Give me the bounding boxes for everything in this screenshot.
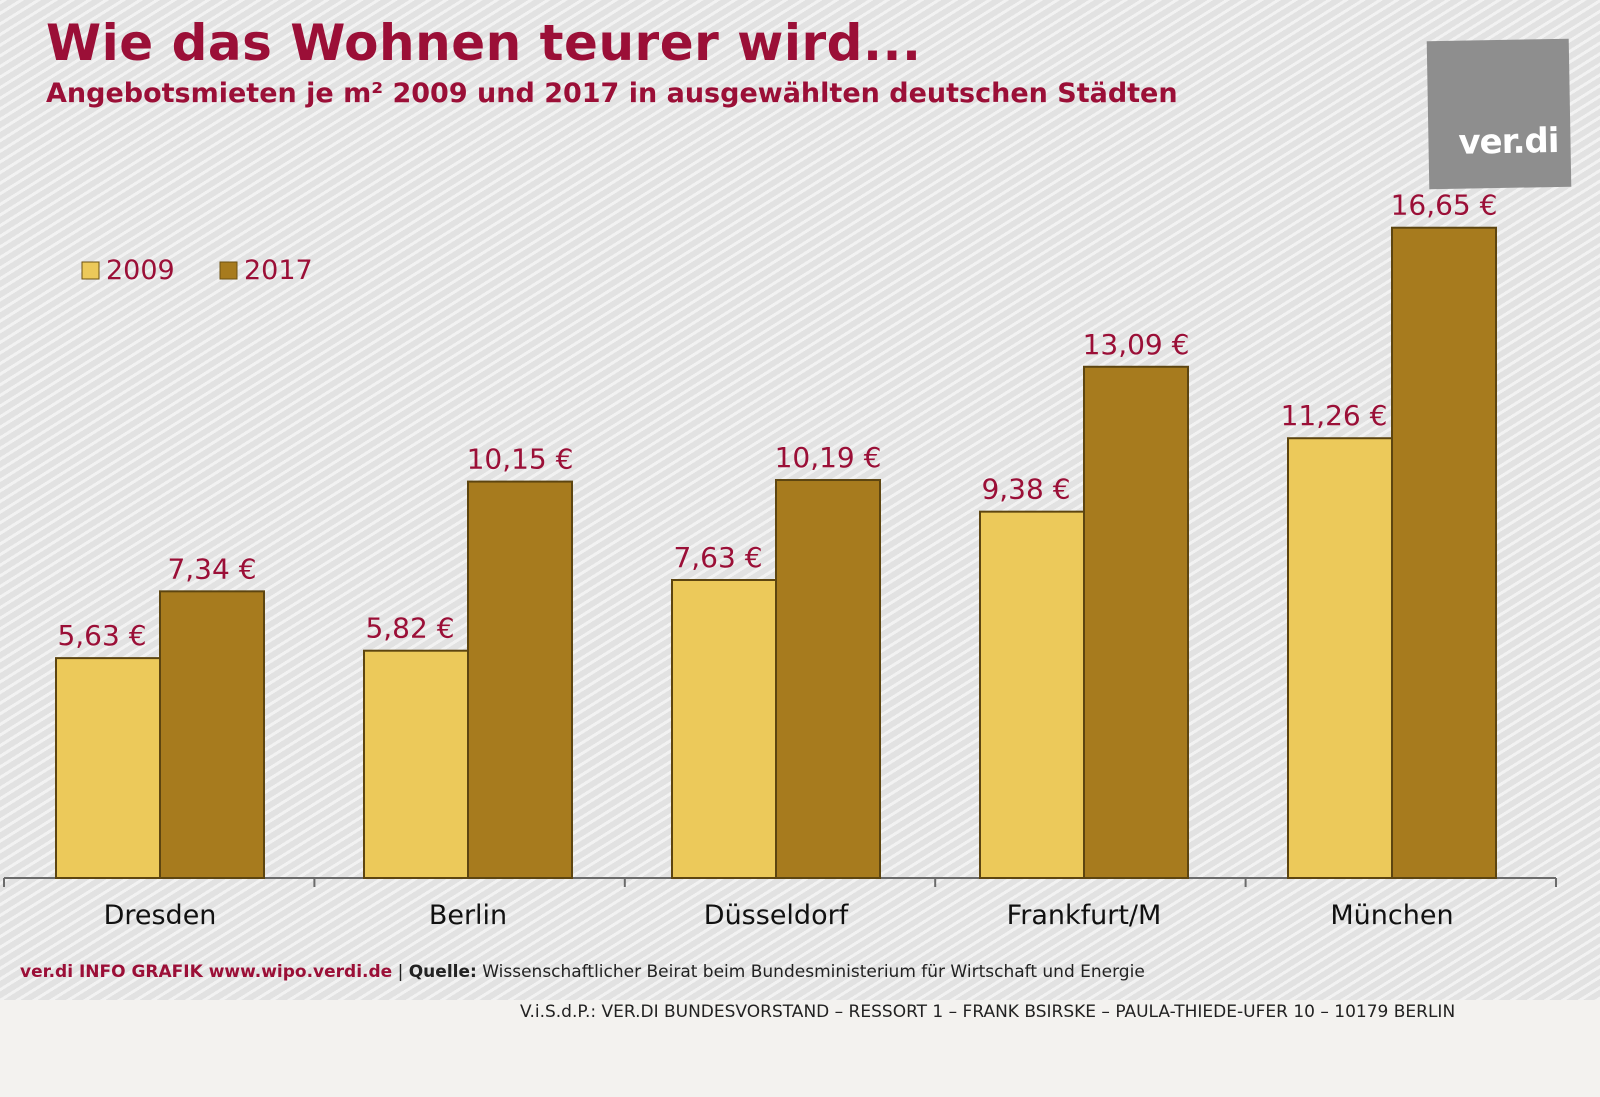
bar-chart: 2009 2017 5,63 € 7,34 € Dresden 5,82 € 10,15 €… (3, 189, 1557, 931)
data-label-münchen-2009: 11,26 € (1281, 399, 1388, 432)
category-label-düsseldorf: Düsseldorf (704, 900, 850, 931)
bar-dresden-2017 (159, 590, 265, 879)
category-label-frankfurt-m: Frankfurt/M (1007, 900, 1162, 931)
category-label-dresden: Dresden (104, 900, 217, 931)
footer-imprint: V.i.S.d.P.: VER.DI BUNDESVORSTAND – RESS… (520, 1002, 1456, 1022)
legend-label-2009: 2009 (106, 255, 175, 286)
legend-label-2017: 2017 (244, 255, 313, 286)
data-label-düsseldorf-2017: 10,19 € (775, 441, 882, 474)
bar-münchen-2017 (1391, 226, 1497, 880)
bar-münchen-2009 (1287, 437, 1393, 879)
chart-title: Wie das Wohnen teurer wird... (46, 14, 922, 72)
footer-source-label: Quelle: (408, 962, 477, 982)
footer-brand: ver.di INFO GRAFIK www.wipo.verdi.de (20, 962, 393, 982)
data-label-berlin-2009: 5,82 € (365, 612, 454, 645)
legend-swatch-2009 (81, 261, 100, 280)
chart-subtitle: Angebotsmieten je m² 2009 und 2017 in au… (46, 78, 1178, 109)
category-label-münchen: München (1330, 900, 1453, 931)
data-label-münchen-2017: 16,65 € (1391, 189, 1498, 222)
bar-düsseldorf-2017 (775, 479, 881, 879)
footer-separator: | (397, 962, 404, 982)
data-label-frankfurt-m-2017: 13,09 € (1083, 328, 1190, 361)
data-label-berlin-2017: 10,15 € (467, 443, 574, 476)
bar-dresden-2009 (55, 657, 161, 880)
footer-credits: ver.di INFO GRAFIK www.wipo.verdi.de | Q… (20, 962, 1145, 982)
bar-düsseldorf-2009 (671, 579, 777, 879)
legend-swatch-2017 (219, 261, 238, 280)
category-label-berlin: Berlin (429, 900, 507, 931)
bar-berlin-2009 (363, 649, 469, 879)
data-label-dresden-2017: 7,34 € (167, 552, 256, 585)
chart-panel: Wie das Wohnen teurer wird... Angebotsmi… (0, 0, 1600, 1000)
data-label-düsseldorf-2009: 7,63 € (673, 541, 762, 574)
data-label-dresden-2009: 5,63 € (57, 619, 146, 652)
data-label-frankfurt-m-2009: 9,38 € (981, 473, 1070, 506)
bar-frankfurt-m-2009 (979, 510, 1085, 879)
bar-frankfurt-m-2017 (1083, 365, 1189, 879)
bar-berlin-2017 (467, 480, 573, 879)
footer-source-text: Wissenschaftlicher Beirat beim Bundesmin… (482, 962, 1145, 982)
